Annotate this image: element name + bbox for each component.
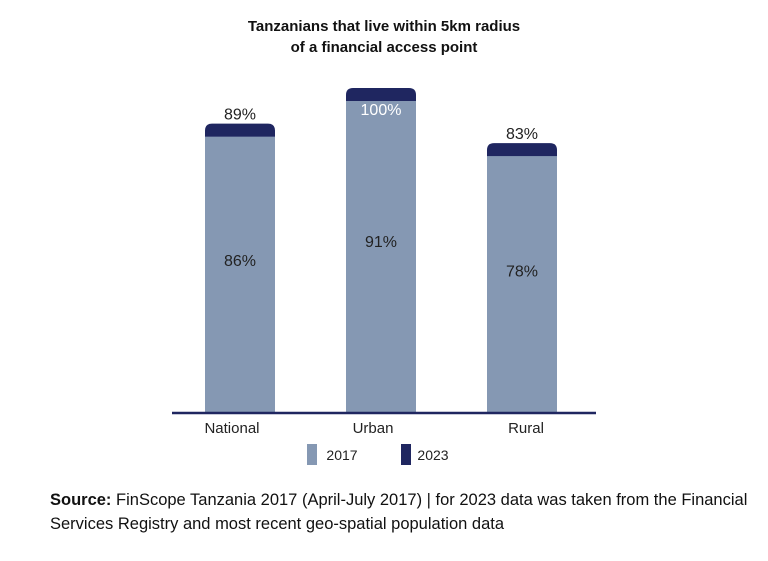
chart-title-line-1: Tanzanians that live within 5km radius <box>247 18 521 35</box>
bar-2017-rural <box>487 156 557 412</box>
bar-2017-urban <box>346 101 416 412</box>
legend-swatch-2017 <box>307 444 317 465</box>
bar-2017-national <box>205 136 275 412</box>
chart-title: Tanzanians that live within 5km radius o… <box>0 16 768 58</box>
chart-title-line-2: of a financial access point <box>290 39 478 56</box>
source-text: FinScope Tanzania 2017 (April-July 2017)… <box>50 491 748 533</box>
label-2017-national: 86% <box>224 253 256 270</box>
label-2017-urban: 91% <box>365 234 397 251</box>
label-2023-urban: 100% <box>361 102 402 119</box>
x-tick-rural: Rural <box>508 420 544 437</box>
legend-swatch-2023 <box>401 444 411 465</box>
x-tick-national: National <box>204 420 259 437</box>
label-2017-rural: 78% <box>506 263 538 280</box>
label-2023-national: 89% <box>224 107 256 124</box>
x-tick-urban: Urban <box>353 420 394 437</box>
source-label: Source: <box>50 491 112 509</box>
source-note: Source: FinScope Tanzania 2017 (April-Ju… <box>50 488 750 536</box>
legend-label-2023: 2023 <box>417 447 448 463</box>
legend-label-2017: 2017 <box>326 447 357 463</box>
label-2023-rural: 83% <box>506 126 538 143</box>
